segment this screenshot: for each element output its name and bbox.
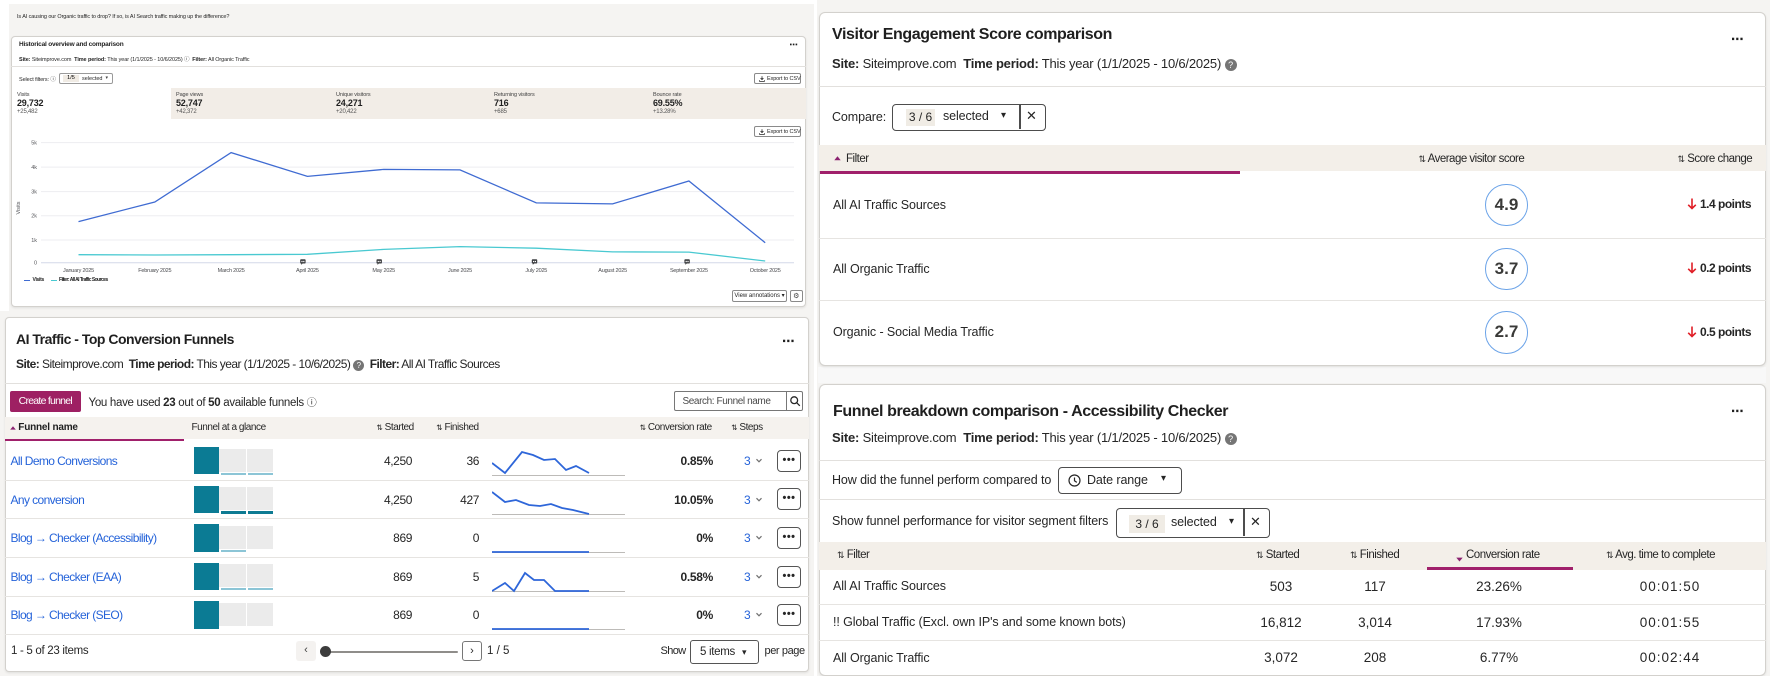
svg-text:0: 0 <box>34 261 37 267</box>
svg-text:February 2025: February 2025 <box>138 268 171 274</box>
svg-text:3k: 3k <box>31 190 37 196</box>
svg-text:July 2025: July 2025 <box>525 268 547 274</box>
svg-text:October 2025: October 2025 <box>750 268 781 274</box>
svg-text:4k: 4k <box>31 165 37 171</box>
svg-text:March 2025: March 2025 <box>218 268 245 274</box>
svg-text:January 2025: January 2025 <box>63 268 94 274</box>
svg-text:August 2025: August 2025 <box>598 268 627 274</box>
svg-text:June 2025: June 2025 <box>448 268 472 274</box>
svg-text:September 2025: September 2025 <box>670 268 708 274</box>
svg-text:Visits: Visits <box>16 201 22 214</box>
svg-text:May 2025: May 2025 <box>372 268 395 274</box>
svg-text:2k: 2k <box>31 214 37 220</box>
svg-text:April 2025: April 2025 <box>296 268 319 274</box>
svg-text:1k: 1k <box>31 238 37 244</box>
svg-text:5k: 5k <box>31 141 37 147</box>
